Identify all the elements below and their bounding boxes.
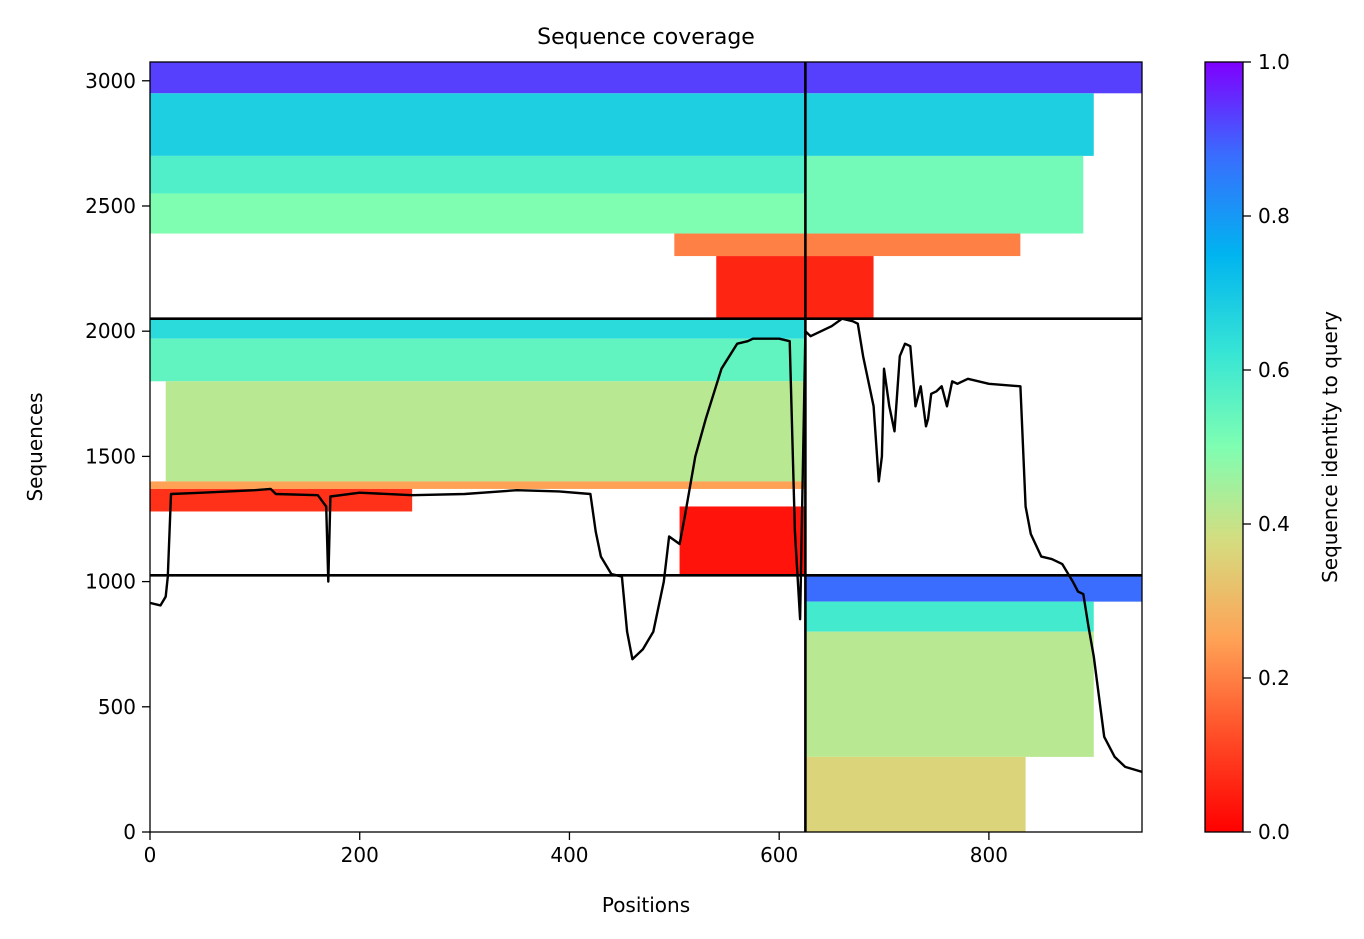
x-tick-label: 200 xyxy=(341,843,379,867)
block-4-band-0 xyxy=(805,575,1142,602)
block-dividers xyxy=(150,62,1142,832)
colorbar-tick-label: 0.4 xyxy=(1258,512,1290,536)
block-2-band-4 xyxy=(674,233,806,257)
block-2-band-5 xyxy=(716,256,806,319)
block-3-band-2 xyxy=(805,155,1084,234)
plot-area xyxy=(150,62,1142,832)
y-tick-label: 2500 xyxy=(85,194,136,218)
block-3-band-3 xyxy=(805,233,1021,257)
colorbar xyxy=(1204,61,1244,833)
colorbar-tick-label: 0.2 xyxy=(1258,666,1290,690)
block-2-band-2 xyxy=(150,155,806,194)
x-tick-label: 400 xyxy=(550,843,588,867)
y-axis-label: Sequences xyxy=(23,392,47,501)
block-4-band-3 xyxy=(805,756,1026,832)
x-axis: 0 200 400 600 800 xyxy=(144,832,1008,867)
block-4-band-1 xyxy=(805,601,1094,632)
block-2-band-0 xyxy=(150,62,806,94)
y-tick-label: 0 xyxy=(123,820,136,844)
y-tick-label: 500 xyxy=(98,695,136,719)
block-2-band-1 xyxy=(150,93,806,156)
colorbar-tick-label: 0.8 xyxy=(1258,204,1290,228)
colorbar-tick-label: 0.0 xyxy=(1258,820,1290,844)
block-3-band-1 xyxy=(805,93,1094,156)
block-2-band-3 xyxy=(150,193,806,234)
colorbar-label: Sequence identity to query xyxy=(1318,311,1342,583)
y-tick-label: 2000 xyxy=(85,319,136,343)
coverage-line xyxy=(150,317,1142,774)
x-tick-label: 600 xyxy=(760,843,798,867)
coverage-heatmap xyxy=(150,62,1142,832)
x-tick-label: 800 xyxy=(970,843,1008,867)
y-tick-label: 1000 xyxy=(85,570,136,594)
colorbar-tick-label: 1.0 xyxy=(1258,50,1290,74)
block-1-band-2 xyxy=(165,381,806,482)
block-3-band-4 xyxy=(805,256,874,319)
chart-title: Sequence coverage xyxy=(537,25,755,50)
colorbar-ticks: 0.0 0.2 0.4 0.6 0.8 1.0 xyxy=(1243,50,1290,844)
colorbar-tick-label: 0.6 xyxy=(1258,358,1290,382)
block-3-band-0 xyxy=(805,62,1142,94)
block-1-band-1 xyxy=(150,338,806,382)
x-axis-label: Positions xyxy=(602,893,690,917)
block-4-band-2 xyxy=(805,631,1094,757)
block-1-band-5 xyxy=(679,506,806,576)
y-tick-label: 3000 xyxy=(85,69,136,93)
block-1-band-0 xyxy=(150,318,806,339)
block-1-band-3 xyxy=(150,481,806,489)
x-tick-label: 0 xyxy=(144,843,157,867)
y-axis: 0 500 1000 1500 2000 2500 3000 xyxy=(85,69,150,844)
plot-frame xyxy=(149,61,1143,833)
y-tick-label: 1500 xyxy=(85,444,136,468)
